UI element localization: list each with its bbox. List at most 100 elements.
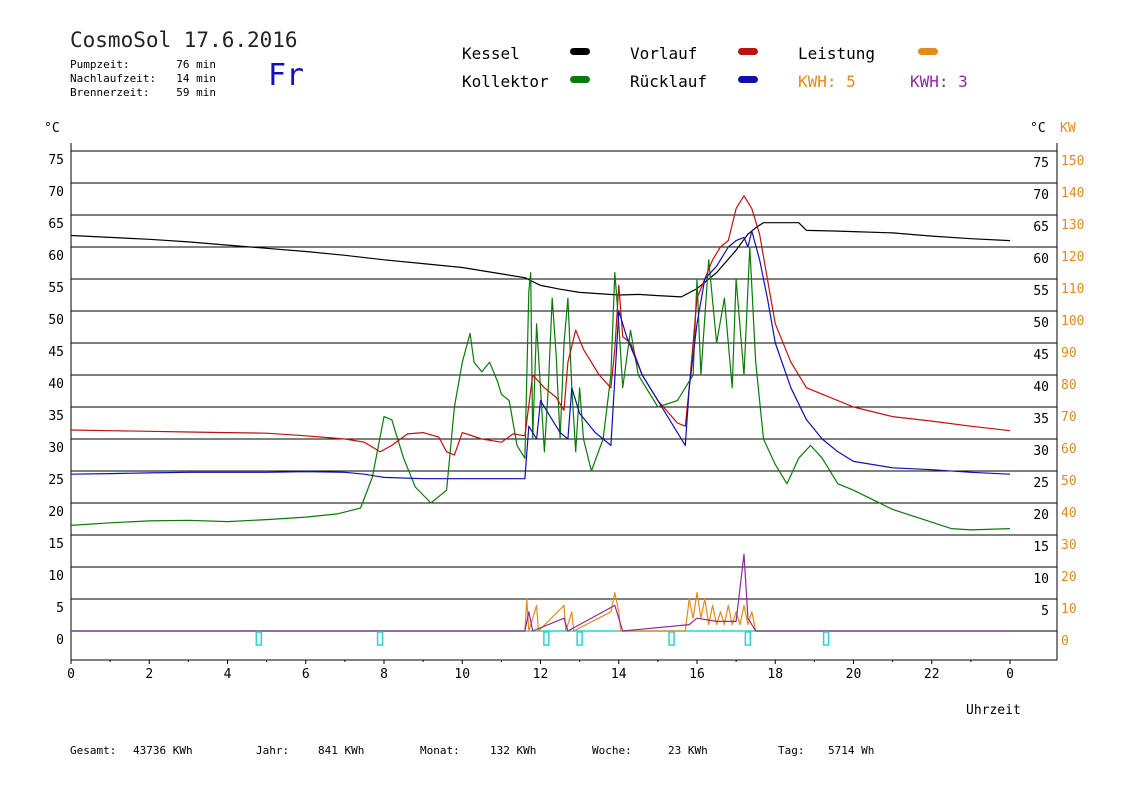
y-tick-left-70: 70 bbox=[48, 185, 64, 200]
y-tick-right-c-60: 60 bbox=[1033, 252, 1049, 267]
y-tick-left-5: 5 bbox=[56, 601, 64, 616]
y-tick-right-kw-140: 140 bbox=[1061, 186, 1084, 201]
legend-leistung: Leistung bbox=[798, 44, 876, 63]
y-tick-right-c-5: 5 bbox=[1041, 604, 1049, 619]
y-tick-right-c-70: 70 bbox=[1033, 188, 1049, 203]
stat-label-nachlaufzeit: Nachlaufzeit: bbox=[70, 72, 157, 85]
x-tick-0: 0 bbox=[67, 667, 75, 682]
tick-labels: 0510152025303540455055606570755101520253… bbox=[48, 153, 1084, 682]
series-line-kollektor bbox=[70, 246, 1011, 531]
x-tick-4: 8 bbox=[380, 667, 388, 682]
event-marker-0 bbox=[255, 631, 263, 646]
x-tick-3: 6 bbox=[302, 667, 310, 682]
y-tick-left-60: 60 bbox=[48, 249, 64, 264]
legend-kessel: Kessel bbox=[462, 44, 520, 63]
x-tick-12: 0 bbox=[1006, 667, 1014, 682]
legend-kwh-orange: KWH: 5 bbox=[798, 72, 856, 91]
legend-swatch-vorlauf bbox=[738, 48, 758, 55]
y-tick-left-25: 25 bbox=[48, 473, 64, 488]
legend-kollektor: Kollektor bbox=[462, 72, 549, 91]
series-group bbox=[70, 195, 1057, 632]
y-tick-right-kw-90: 90 bbox=[1061, 346, 1077, 361]
left-unit-label: °C bbox=[44, 121, 60, 136]
series-line-kessel bbox=[70, 222, 1011, 298]
stat-value-brennerzeit: 59 min bbox=[176, 86, 216, 99]
stat-value-pumpzeit: 76 min bbox=[176, 58, 216, 71]
y-tick-right-c-50: 50 bbox=[1033, 316, 1049, 331]
legend-swatch-kollektor bbox=[570, 76, 590, 83]
legend-swatch-kessel bbox=[570, 48, 590, 55]
stat-label-brennerzeit: Brennerzeit: bbox=[70, 86, 150, 99]
y-tick-right-kw-110: 110 bbox=[1061, 282, 1084, 297]
x-tick-5: 10 bbox=[454, 667, 470, 682]
y-tick-left-50: 50 bbox=[48, 313, 64, 328]
y-tick-left-35: 35 bbox=[48, 409, 64, 424]
legend-kwh-purple: KWH: 3 bbox=[910, 72, 968, 91]
chart-title: CosmoSol 17.6.2016 bbox=[70, 28, 298, 52]
legend-vorlauf: Vorlauf bbox=[630, 44, 698, 63]
x-tick-2: 4 bbox=[224, 667, 232, 682]
y-tick-left-10: 10 bbox=[48, 569, 64, 584]
series-line-kwh-3 bbox=[71, 553, 1010, 632]
event-marker-1 bbox=[376, 631, 384, 646]
x-tick-1: 2 bbox=[145, 667, 153, 682]
y-tick-right-kw-130: 130 bbox=[1061, 218, 1084, 233]
footer-monat-label: Monat: bbox=[420, 744, 460, 757]
y-tick-right-kw-30: 30 bbox=[1061, 538, 1077, 553]
y-tick-right-c-30: 30 bbox=[1033, 444, 1049, 459]
footer-woche-value: 23 KWh bbox=[668, 744, 708, 757]
footer-woche-label: Woche: bbox=[592, 744, 632, 757]
y-tick-right-c-75: 75 bbox=[1033, 156, 1049, 171]
y-tick-left-0: 0 bbox=[56, 633, 64, 648]
x-tick-8: 16 bbox=[689, 667, 705, 682]
stat-value-nachlaufzeit: 14 min bbox=[176, 72, 216, 85]
y-tick-left-40: 40 bbox=[48, 377, 64, 392]
y-tick-left-75: 75 bbox=[48, 153, 64, 168]
y-tick-left-45: 45 bbox=[48, 345, 64, 360]
x-tick-11: 22 bbox=[924, 667, 940, 682]
series-line-leistung bbox=[71, 592, 1010, 632]
y-tick-right-c-15: 15 bbox=[1033, 540, 1049, 555]
weekday-label: Fr bbox=[268, 58, 305, 93]
y-tick-right-kw-100: 100 bbox=[1061, 314, 1084, 329]
y-tick-right-kw-50: 50 bbox=[1061, 474, 1077, 489]
grid-lines bbox=[71, 150, 1057, 600]
y-tick-right-c-65: 65 bbox=[1033, 220, 1049, 235]
y-tick-right-kw-0: 0 bbox=[1061, 634, 1069, 649]
series-line-vorlauf bbox=[70, 195, 1011, 456]
y-tick-right-c-35: 35 bbox=[1033, 412, 1049, 427]
event-marker-2 bbox=[543, 631, 550, 646]
y-tick-right-c-25: 25 bbox=[1033, 476, 1049, 491]
y-tick-right-kw-80: 80 bbox=[1061, 378, 1077, 393]
right-unit-label-kw: KW bbox=[1060, 121, 1076, 136]
legend-swatch-ruecklauf bbox=[738, 76, 758, 83]
footer-gesamt-value: 43736 KWh bbox=[133, 744, 193, 757]
series-line-r-cklauf bbox=[70, 230, 1011, 480]
marker-group bbox=[255, 631, 830, 646]
y-tick-right-kw-120: 120 bbox=[1061, 250, 1084, 265]
footer-monat-value: 132 KWh bbox=[490, 744, 537, 757]
y-tick-right-kw-60: 60 bbox=[1061, 442, 1077, 457]
chart-axes bbox=[70, 48, 1058, 664]
legend-swatch-leistung bbox=[918, 48, 938, 55]
event-marker-3 bbox=[576, 631, 583, 646]
x-tick-6: 12 bbox=[533, 667, 549, 682]
footer-jahr-label: Jahr: bbox=[256, 744, 290, 757]
x-tick-10: 20 bbox=[846, 667, 862, 682]
y-tick-left-20: 20 bbox=[48, 505, 64, 520]
y-tick-right-kw-10: 10 bbox=[1061, 602, 1077, 617]
x-axis-label: Uhrzeit bbox=[966, 703, 1021, 718]
event-marker-6 bbox=[822, 631, 830, 646]
x-tick-9: 18 bbox=[767, 667, 783, 682]
y-tick-right-c-55: 55 bbox=[1033, 284, 1049, 299]
y-tick-left-65: 65 bbox=[48, 217, 64, 232]
y-tick-left-15: 15 bbox=[48, 537, 64, 552]
y-tick-left-30: 30 bbox=[48, 441, 64, 456]
y-tick-right-c-20: 20 bbox=[1033, 508, 1049, 523]
y-tick-right-c-40: 40 bbox=[1033, 380, 1049, 395]
legend-ruecklauf: Rücklauf bbox=[630, 72, 708, 91]
y-tick-right-c-10: 10 bbox=[1033, 572, 1049, 587]
footer-gesamt-label: Gesamt: bbox=[70, 744, 117, 757]
y-tick-right-kw-20: 20 bbox=[1061, 570, 1077, 585]
